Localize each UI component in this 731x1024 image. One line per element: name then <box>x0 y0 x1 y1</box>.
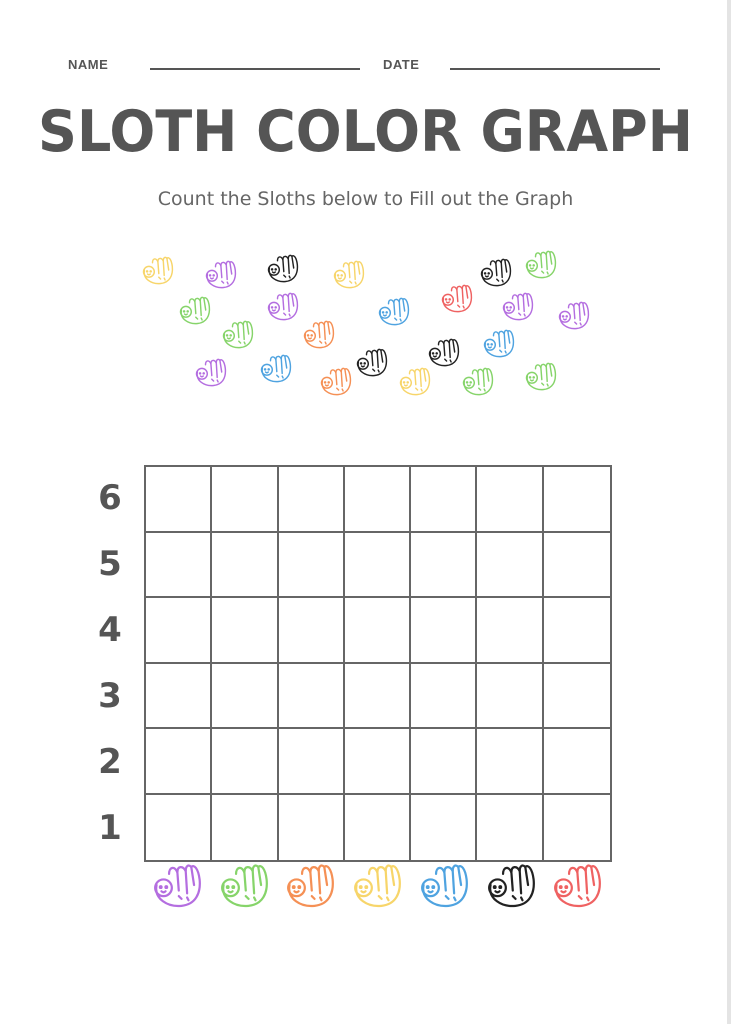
y-label: 2 <box>98 742 122 782</box>
y-label: 5 <box>98 544 122 584</box>
graph-cell-green-5[interactable] <box>212 532 279 598</box>
graph-cell-black-5[interactable] <box>477 532 544 598</box>
graph-cell-purple-1[interactable] <box>146 794 213 860</box>
date-field[interactable] <box>450 68 660 70</box>
subtitle: Count the Sloths below to Fill out the G… <box>157 188 574 210</box>
graph-cell-orange-5[interactable] <box>278 532 345 598</box>
graph-cell-yellow-2[interactable] <box>344 729 412 795</box>
page-edge <box>727 0 731 1024</box>
graph-cell-yellow-5[interactable] <box>344 532 412 598</box>
graph-cell-purple-5[interactable] <box>146 532 213 598</box>
y-label: 1 <box>98 808 122 848</box>
orange-sloth-icon <box>300 317 336 351</box>
graph-cell-blue-3[interactable] <box>411 663 478 729</box>
y-label: 4 <box>98 610 122 650</box>
purple-sloth-icon <box>264 289 300 323</box>
yellow-sloth-icon <box>396 364 432 398</box>
blue-column-sloth-icon <box>415 860 471 910</box>
green-sloth-icon <box>459 364 495 398</box>
purple-sloth-icon <box>555 298 591 332</box>
y-label: 3 <box>98 676 122 716</box>
red-column-sloth-icon <box>548 860 604 910</box>
purple-sloth-icon <box>499 289 535 323</box>
graph-cell-red-4[interactable] <box>543 598 610 664</box>
black-sloth-icon <box>264 251 300 285</box>
graph-cell-green-4[interactable] <box>212 598 279 664</box>
purple-sloth-icon <box>192 355 228 389</box>
green-sloth-icon <box>176 293 212 327</box>
graph-cell-yellow-1[interactable] <box>345 794 412 860</box>
orange-sloth-icon <box>317 364 353 398</box>
page-title: SLOTH COLOR GRAPH <box>38 98 693 165</box>
graph-cell-red-3[interactable] <box>543 664 610 729</box>
graph-cell-black-1[interactable] <box>477 794 544 860</box>
graph-cell-red-2[interactable] <box>543 729 610 795</box>
graph-cell-blue-6[interactable] <box>411 467 478 533</box>
yellow-sloth-icon <box>330 257 366 291</box>
name-field[interactable] <box>150 68 360 70</box>
green-sloth-icon <box>522 359 558 393</box>
graph-cell-orange-2[interactable] <box>278 729 345 795</box>
graph-cell-blue-5[interactable] <box>411 532 478 598</box>
graph-grid <box>144 465 612 862</box>
date-label: DATE <box>383 57 420 72</box>
graph-cell-blue-2[interactable] <box>411 729 478 795</box>
orange-column-sloth-icon <box>281 860 337 910</box>
blue-sloth-icon <box>480 326 516 360</box>
purple-column-sloth-icon <box>148 860 204 910</box>
blue-sloth-icon <box>257 351 293 385</box>
yellow-sloth-icon <box>139 253 175 287</box>
graph-cell-yellow-6[interactable] <box>344 467 412 533</box>
black-sloth-icon <box>425 335 461 369</box>
graph-cell-black-4[interactable] <box>477 598 544 664</box>
name-label: NAME <box>68 57 109 72</box>
graph-cell-green-3[interactable] <box>212 663 279 729</box>
black-column-sloth-icon <box>482 860 538 910</box>
blue-sloth-icon <box>375 294 411 328</box>
graph-cell-blue-1[interactable] <box>411 794 478 860</box>
graph-cell-blue-4[interactable] <box>411 598 478 664</box>
yellow-column-sloth-icon <box>348 860 404 910</box>
graph-cell-red-5[interactable] <box>543 533 610 598</box>
graph-cell-black-3[interactable] <box>477 663 544 729</box>
red-sloth-icon <box>438 281 474 315</box>
graph-cell-orange-1[interactable] <box>279 794 345 860</box>
graph-cell-black-6[interactable] <box>477 467 544 533</box>
green-column-sloth-icon <box>215 860 271 910</box>
y-label: 6 <box>98 478 122 518</box>
graph-cell-black-2[interactable] <box>477 729 544 795</box>
graph-cell-green-2[interactable] <box>212 729 279 795</box>
green-sloth-icon <box>522 247 558 281</box>
graph-cell-purple-4[interactable] <box>146 598 213 664</box>
graph-cell-green-1[interactable] <box>212 794 279 860</box>
graph-cell-orange-6[interactable] <box>278 467 345 533</box>
green-sloth-icon <box>219 317 255 351</box>
graph-cell-purple-3[interactable] <box>146 663 213 729</box>
graph-cell-red-1[interactable] <box>544 795 610 861</box>
black-sloth-icon <box>353 345 389 379</box>
graph-cell-yellow-4[interactable] <box>344 598 412 664</box>
graph-cell-yellow-3[interactable] <box>344 663 412 729</box>
graph-cell-purple-6[interactable] <box>146 467 213 533</box>
graph-cell-orange-4[interactable] <box>278 598 345 664</box>
graph-cell-purple-2[interactable] <box>146 729 213 795</box>
black-sloth-icon <box>477 255 513 289</box>
graph-cell-orange-3[interactable] <box>278 663 345 729</box>
purple-sloth-icon <box>202 257 238 291</box>
graph-cell-green-6[interactable] <box>212 467 279 533</box>
graph-cell-red-6[interactable] <box>543 467 610 533</box>
